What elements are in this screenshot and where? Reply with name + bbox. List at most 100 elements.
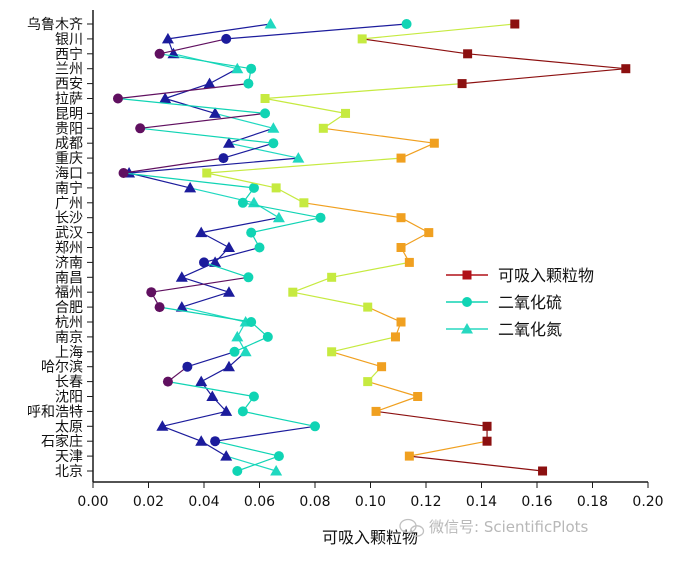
data-point <box>175 271 188 282</box>
data-point <box>310 421 320 432</box>
data-point <box>184 181 197 193</box>
data-point <box>222 137 235 148</box>
series-segment <box>303 202 402 219</box>
series-segment <box>223 142 274 159</box>
watermark: 微信号: ScientificPlots <box>399 518 589 537</box>
data-point <box>210 436 221 447</box>
category-label: 石家庄 <box>41 433 83 450</box>
series-segment <box>242 202 321 219</box>
series-segment <box>367 306 402 323</box>
data-point <box>327 347 337 357</box>
series-segment <box>129 157 299 174</box>
data-point <box>299 198 309 208</box>
data-point <box>404 451 414 461</box>
series-segment <box>362 23 515 40</box>
data-point <box>315 212 326 223</box>
series-segment <box>203 246 260 263</box>
data-point <box>482 436 492 446</box>
data-point <box>318 123 328 133</box>
data-point <box>243 272 254 283</box>
series-segment <box>117 97 266 114</box>
series-segment <box>323 127 435 144</box>
series-segment <box>242 410 316 427</box>
x-tick-label: 0.04 <box>188 494 219 510</box>
data-point <box>232 466 243 476</box>
series-segment <box>409 440 488 457</box>
x-tick-label: 0.00 <box>77 494 108 510</box>
category-label: 西安 <box>55 77 83 93</box>
x-tick-label: 0.08 <box>299 494 330 510</box>
data-point <box>396 317 406 327</box>
category-label: 济南 <box>55 255 83 271</box>
data-point <box>175 301 188 312</box>
category-label: 昆明 <box>55 106 83 122</box>
series-segment <box>362 38 468 55</box>
data-point <box>267 122 280 133</box>
data-point <box>401 19 412 29</box>
legend-marker <box>462 297 472 307</box>
data-point <box>195 435 208 446</box>
category-label: 银川 <box>55 32 83 48</box>
series-segment <box>375 410 488 427</box>
data-point <box>195 226 208 238</box>
data-point <box>162 376 173 387</box>
series-segment <box>117 83 249 100</box>
category-label: 福州 <box>55 285 83 301</box>
x-tick-label: 0.02 <box>133 494 164 510</box>
data-point <box>510 19 520 29</box>
series-segment <box>409 455 543 472</box>
data-point <box>246 227 257 238</box>
data-point <box>146 287 157 298</box>
category-label: 西宁 <box>55 46 83 63</box>
series-segment <box>187 351 235 368</box>
x-tick-label: 0.12 <box>410 494 441 510</box>
x-axis-ticks: 0.00 0.02 0.04 0.06 0.08 0.10 0.12 0.14 0.16 0.18… <box>77 482 664 510</box>
data-point <box>156 420 169 431</box>
data-point <box>260 108 271 119</box>
data-point <box>292 152 305 163</box>
series-segment <box>264 97 346 114</box>
data-point <box>377 362 387 372</box>
series-segment <box>181 291 230 308</box>
data-point <box>457 79 467 89</box>
series-segment <box>292 291 368 308</box>
data-point <box>363 302 373 312</box>
data-point <box>327 272 337 282</box>
series-segment <box>228 142 299 159</box>
data-point <box>221 33 232 44</box>
data-point <box>206 390 219 401</box>
series-segment <box>331 351 382 368</box>
series-segment <box>140 127 274 144</box>
legend-label: 二氧化氮 <box>498 320 562 339</box>
data-point <box>538 466 548 476</box>
data-point <box>288 287 298 297</box>
series-segment <box>162 425 202 442</box>
data-point <box>390 332 400 342</box>
series-segment <box>228 127 274 144</box>
category-label: 乌鲁木齐 <box>27 17 83 33</box>
category-label: 太原 <box>55 419 83 435</box>
data-point <box>248 391 259 402</box>
data-point <box>231 62 244 74</box>
x-tick-label: 0.16 <box>521 494 552 510</box>
data-point <box>396 153 406 163</box>
data-point <box>159 92 172 103</box>
data-point <box>463 49 473 59</box>
data-point <box>363 377 373 387</box>
series-segment <box>375 395 418 412</box>
category-label: 呼和浩特 <box>27 404 83 420</box>
series-segment <box>331 261 410 278</box>
category-label: 上海 <box>55 345 83 361</box>
data-point <box>161 32 174 44</box>
data-point <box>396 213 406 223</box>
series-2 <box>112 19 412 476</box>
series-layer <box>112 18 631 476</box>
category-label: 南昌 <box>55 270 83 286</box>
legend-marker <box>461 323 473 334</box>
series-3 <box>123 18 305 476</box>
category-label: 长沙 <box>55 211 83 227</box>
data-point <box>243 78 254 89</box>
category-label: 广州 <box>55 196 83 212</box>
legend-marker <box>462 270 472 280</box>
